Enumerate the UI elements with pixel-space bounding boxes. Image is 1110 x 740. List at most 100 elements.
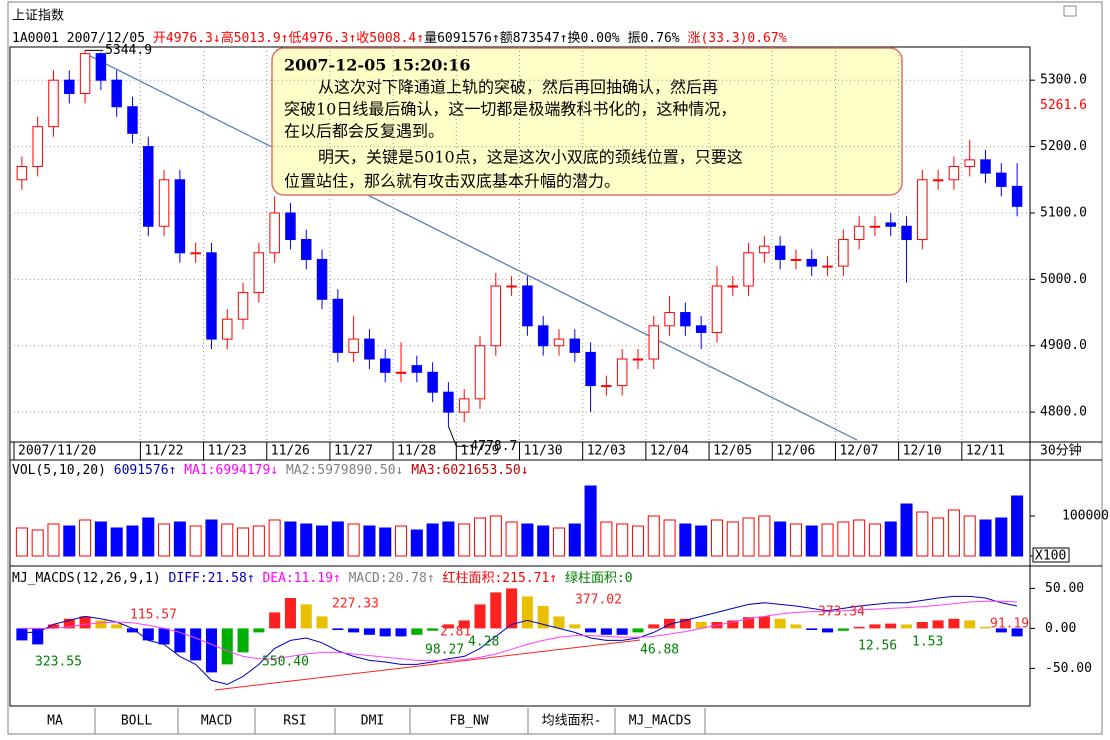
volume-bar bbox=[853, 519, 866, 557]
candle-body bbox=[869, 225, 881, 228]
candle-body bbox=[301, 239, 312, 260]
macd-bar bbox=[284, 598, 296, 629]
volume-bar bbox=[284, 521, 297, 557]
candle-body bbox=[822, 265, 833, 268]
macd-bar bbox=[600, 628, 612, 635]
macd-bar bbox=[790, 624, 802, 629]
macd-bar bbox=[774, 618, 786, 629]
candle-body bbox=[980, 159, 991, 174]
tab[interactable]: RSI bbox=[283, 714, 306, 729]
macd-line bbox=[21, 600, 1018, 661]
volume-bar bbox=[663, 519, 676, 557]
y-tick-label: -50.00 bbox=[1045, 661, 1092, 676]
volume-bar bbox=[31, 529, 44, 557]
tab[interactable]: MJ_MACDS bbox=[629, 714, 692, 729]
volume-bar bbox=[189, 525, 202, 557]
info-item: 涨(33.3)0.67% bbox=[687, 31, 786, 46]
tab[interactable]: MA bbox=[47, 714, 63, 729]
volume-bar bbox=[379, 527, 392, 557]
tab[interactable]: DMI bbox=[361, 714, 384, 729]
macd-bar bbox=[743, 617, 755, 629]
low-label: 4778.7 bbox=[470, 439, 517, 454]
volume-bar bbox=[616, 523, 629, 557]
macd-panel bbox=[9, 565, 1031, 707]
candle-body bbox=[253, 252, 265, 294]
macd-bar bbox=[237, 628, 249, 653]
macd-bar bbox=[632, 628, 644, 633]
candle-body bbox=[490, 285, 502, 347]
macd-bar bbox=[348, 628, 360, 633]
macd-bar bbox=[16, 628, 28, 641]
candle-body bbox=[537, 325, 549, 347]
volume-bar bbox=[868, 523, 881, 557]
tab-bar: MA BOLL MACD RSI DMI FB_NW 均线面积- MJ_MACDS bbox=[47, 708, 706, 734]
y-tick-label: 5200.0 bbox=[1040, 139, 1087, 154]
volume-bar bbox=[173, 521, 186, 557]
macd-trend-line bbox=[214, 639, 641, 691]
candle-body bbox=[585, 351, 596, 387]
info-item: MJ_MACDS(12,26,9,1) bbox=[12, 571, 169, 586]
x-tick-label: 11/22 bbox=[144, 444, 183, 459]
macd-bar bbox=[126, 628, 139, 633]
macd-bar bbox=[932, 620, 944, 629]
volume-bar bbox=[963, 515, 976, 557]
volume-bar bbox=[300, 523, 313, 557]
outer-frame bbox=[7, 1, 1103, 735]
macd-bar bbox=[300, 604, 312, 629]
candle-body bbox=[79, 53, 91, 94]
volume-bar bbox=[552, 527, 566, 557]
candle-body bbox=[16, 165, 28, 181]
candle-body bbox=[111, 79, 122, 108]
volume-bar bbox=[94, 521, 107, 557]
candle-body bbox=[601, 385, 612, 388]
candle-body bbox=[932, 179, 944, 182]
tab[interactable]: MACD bbox=[201, 714, 232, 729]
volume-bar bbox=[316, 525, 329, 557]
area-label: 12.56 bbox=[858, 639, 897, 654]
volume-bar bbox=[473, 517, 487, 557]
candle-body bbox=[806, 258, 817, 267]
macd-bar bbox=[885, 623, 897, 629]
volume-bar bbox=[521, 523, 534, 557]
candle-body bbox=[506, 285, 517, 288]
candle-body bbox=[206, 252, 217, 340]
info-item: DIFF:21.58↑ bbox=[169, 571, 263, 586]
candle-body bbox=[332, 298, 344, 353]
macd-line bbox=[21, 595, 1018, 685]
tab[interactable]: 均线面积- bbox=[542, 714, 602, 729]
info-line: MJ_MACDS(12,26,9,1) DIFF:21.58↑ DEA:11.1… bbox=[12, 570, 633, 586]
x-tick-label: 12/06 bbox=[776, 444, 815, 459]
volume-bar bbox=[537, 525, 550, 557]
tab[interactable]: BOLL bbox=[121, 714, 152, 729]
window-icon[interactable] bbox=[1063, 5, 1077, 17]
macd-bar bbox=[758, 616, 770, 629]
price-marker: 5261.6 bbox=[1040, 98, 1087, 113]
candle-body bbox=[48, 79, 59, 128]
candle-body bbox=[364, 338, 375, 360]
y-tick-label: 100000 bbox=[1062, 509, 1109, 524]
macd-bar bbox=[190, 628, 202, 661]
candle-body bbox=[174, 179, 186, 254]
candle-body bbox=[522, 285, 533, 327]
trend-line bbox=[87, 54, 858, 441]
info-item: 换0.00% bbox=[568, 31, 628, 46]
macd-bar bbox=[269, 612, 281, 629]
y-tick-label: 5100.0 bbox=[1040, 205, 1087, 220]
candle-body bbox=[790, 258, 802, 261]
volume-bar bbox=[442, 521, 455, 557]
macd-bar bbox=[585, 628, 597, 633]
macd-bar bbox=[474, 604, 486, 629]
candle-body bbox=[411, 365, 423, 373]
candle-body bbox=[759, 245, 770, 254]
info-item: 开4976.3↓ bbox=[153, 31, 221, 46]
candle-body bbox=[474, 345, 486, 400]
candle-body bbox=[648, 325, 660, 360]
candle-body bbox=[569, 338, 581, 353]
volume-bar bbox=[15, 527, 28, 557]
tab[interactable]: FB_NW bbox=[449, 714, 488, 729]
volume-bar bbox=[695, 525, 708, 557]
area-label: 98.27 bbox=[425, 643, 464, 658]
area-label: 550.40 bbox=[262, 655, 309, 670]
candle-body bbox=[143, 146, 154, 227]
scale-label: X100 bbox=[1035, 549, 1066, 564]
